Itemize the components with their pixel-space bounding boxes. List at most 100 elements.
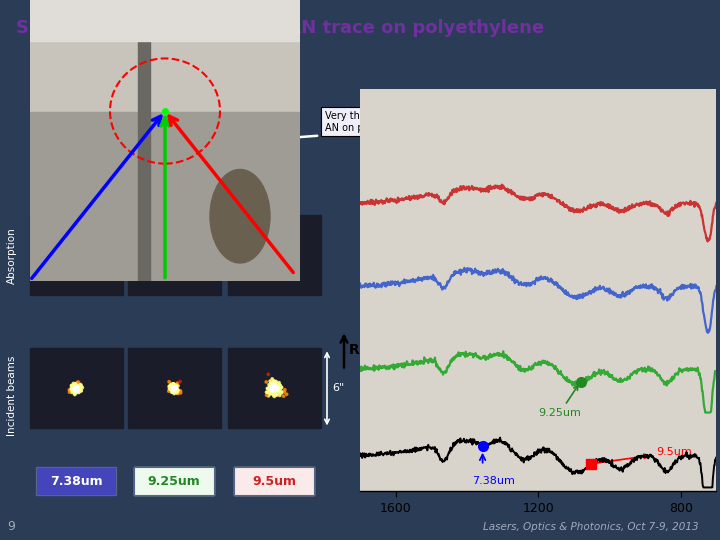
Point (269, 381, 280, 390)
Point (71, 384, 82, 393)
Point (168, 251, 180, 259)
Point (71, 384, 82, 393)
Point (269, 251, 280, 260)
Point (71, 386, 83, 394)
Point (168, 252, 179, 261)
Point (168, 384, 180, 393)
Point (71, 383, 82, 392)
Point (269, 384, 280, 393)
Point (69, 387, 81, 396)
Point (71, 254, 83, 262)
Point (66, 381, 77, 390)
Point (73, 381, 85, 389)
Point (167, 383, 179, 392)
Point (267, 251, 279, 259)
Point (264, 386, 276, 394)
Point (269, 384, 280, 393)
Point (270, 254, 282, 263)
Point (170, 384, 181, 393)
Point (168, 384, 180, 393)
Point (269, 382, 280, 390)
Point (268, 384, 279, 393)
Point (168, 383, 180, 392)
Point (69, 384, 81, 393)
Point (70, 385, 81, 394)
Point (168, 384, 180, 393)
Point (272, 384, 284, 393)
Point (71, 384, 83, 393)
Point (275, 383, 287, 392)
Point (270, 383, 282, 392)
Point (70, 384, 81, 393)
Point (70, 384, 81, 393)
Point (269, 251, 281, 260)
Point (168, 383, 179, 392)
Point (71, 250, 83, 259)
Point (266, 240, 277, 249)
Point (168, 384, 179, 393)
Point (68, 253, 80, 261)
Point (73, 251, 85, 259)
Point (168, 384, 180, 393)
Point (168, 387, 180, 395)
Point (168, 384, 180, 393)
Point (70, 383, 81, 391)
Point (168, 386, 179, 394)
Point (73, 384, 85, 393)
Point (70, 384, 81, 393)
Point (268, 383, 279, 392)
Point (71, 252, 82, 260)
Point (71, 384, 82, 393)
Point (269, 252, 281, 260)
Point (268, 384, 279, 393)
Point (168, 384, 179, 393)
Point (69, 383, 81, 391)
Point (71, 384, 82, 393)
Point (167, 383, 179, 392)
Point (270, 249, 282, 258)
Point (168, 385, 179, 394)
Point (68, 255, 80, 264)
Point (276, 256, 288, 265)
Point (168, 384, 180, 393)
Point (269, 384, 280, 393)
Point (168, 251, 180, 260)
Point (274, 381, 286, 389)
Point (270, 384, 282, 393)
Point (171, 384, 182, 393)
Point (71, 383, 82, 392)
Point (268, 251, 279, 259)
Point (274, 391, 286, 400)
Point (69, 384, 81, 393)
Point (68, 252, 79, 260)
Point (70, 386, 81, 394)
Point (168, 382, 179, 391)
Point (271, 252, 283, 260)
Point (268, 251, 279, 259)
Point (168, 384, 180, 393)
Point (269, 385, 280, 394)
Point (270, 381, 282, 390)
Point (268, 382, 279, 391)
Point (168, 383, 180, 392)
Point (70, 384, 81, 393)
Point (266, 252, 278, 261)
Point (71, 383, 82, 391)
Point (70, 251, 81, 260)
Point (266, 382, 277, 391)
Point (168, 383, 180, 391)
Point (175, 389, 186, 397)
Point (270, 384, 282, 393)
Text: 7.38um: 7.38um (50, 475, 102, 488)
Point (71, 383, 82, 391)
Point (69, 384, 81, 393)
Point (266, 387, 278, 395)
Point (168, 384, 180, 393)
Point (69, 387, 81, 395)
Point (263, 251, 274, 259)
Point (171, 385, 182, 394)
Point (172, 382, 184, 390)
Point (168, 384, 180, 393)
Point (70, 384, 81, 393)
Point (71, 251, 82, 260)
